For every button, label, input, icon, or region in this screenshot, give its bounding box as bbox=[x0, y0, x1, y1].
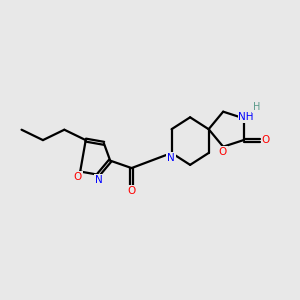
Text: N: N bbox=[167, 153, 175, 163]
Text: O: O bbox=[128, 186, 136, 196]
Text: NH: NH bbox=[238, 112, 254, 122]
Text: H: H bbox=[253, 102, 260, 112]
Text: O: O bbox=[74, 172, 82, 182]
Text: N: N bbox=[95, 175, 103, 185]
Text: O: O bbox=[218, 147, 227, 157]
Text: O: O bbox=[261, 135, 270, 145]
